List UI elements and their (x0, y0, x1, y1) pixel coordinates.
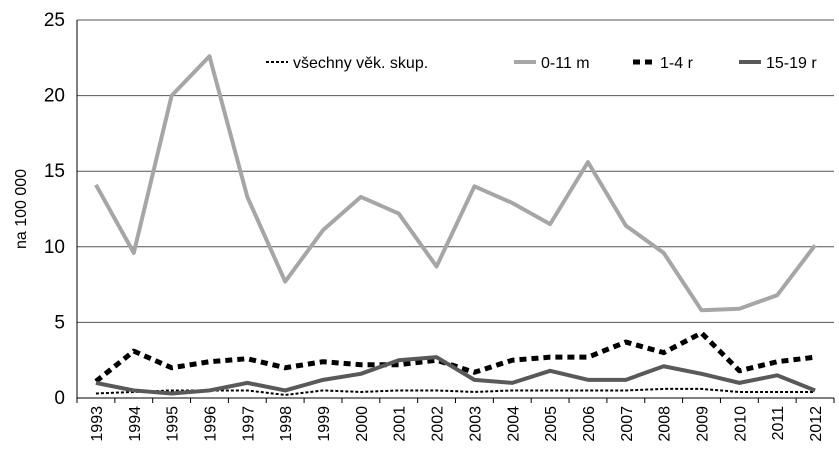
x-tick-label: 2005 (543, 406, 560, 442)
x-tick-label: 2006 (581, 406, 598, 442)
y-axis-label: na 100 000 (13, 169, 30, 249)
y-tick-label: 10 (44, 237, 65, 258)
legend-label: všechny věk. skup. (293, 55, 428, 72)
x-tick-label: 2009 (695, 406, 712, 442)
x-tick-label: 2004 (505, 406, 522, 442)
x-tick-label: 1997 (240, 406, 257, 442)
series-line (95, 387, 816, 396)
x-tick-label: 2011 (770, 406, 787, 441)
x-tick-label: 2001 (392, 406, 409, 442)
y-tick-label: 0 (54, 388, 65, 409)
x-tick-label: 2002 (430, 406, 447, 442)
y-tick-label: 20 (44, 86, 65, 107)
x-tick-label: 1993 (89, 406, 106, 442)
legend-label: 15-19 r (766, 55, 817, 72)
x-tick-label: 1998 (278, 406, 295, 442)
series-line (95, 355, 816, 396)
x-tick-label: 1994 (127, 406, 144, 442)
y-tick-label: 15 (44, 161, 65, 182)
legend-label: 1-4 r (660, 55, 694, 72)
x-tick-label: 2008 (657, 406, 674, 442)
x-tick-label: 1999 (316, 406, 333, 442)
x-tick-label: 2003 (467, 406, 484, 442)
x-tick-label: 2000 (354, 406, 371, 442)
x-tick-label: 2012 (808, 406, 825, 442)
legend-label: 0-11 m (541, 55, 590, 72)
x-tick-label: 1996 (202, 406, 219, 442)
y-tick-label: 25 (44, 10, 65, 31)
x-tick-label: 2007 (619, 406, 636, 442)
series-line (94, 54, 817, 313)
y-tick-label: 5 (54, 312, 65, 333)
x-tick-label: 1995 (165, 406, 182, 442)
x-tick-label: 2010 (732, 406, 749, 442)
